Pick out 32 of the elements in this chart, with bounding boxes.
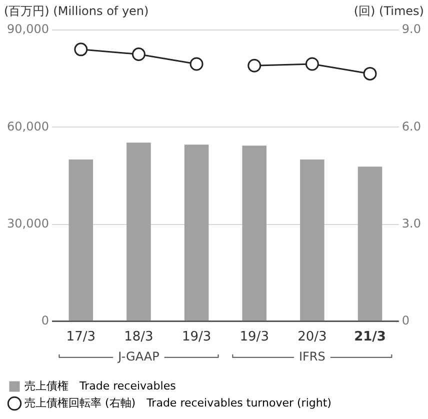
bar <box>126 142 151 321</box>
x-tick-label: 20/3 <box>298 330 327 345</box>
y2-tick-label: 9.0 <box>402 22 422 36</box>
y-tick-label: 0 <box>41 314 49 328</box>
text: J-GAAP <box>117 350 160 364</box>
x-tick-label: 18/3 <box>124 330 154 345</box>
bar <box>184 144 209 321</box>
y2-tick-label: 6.0 <box>402 119 422 134</box>
y-axis-title: (百万円) (Millions of yen) <box>4 4 149 18</box>
bar <box>300 160 324 321</box>
bar <box>68 160 94 321</box>
bar <box>242 146 267 321</box>
point <box>74 42 88 56</box>
point <box>363 66 377 80</box>
x-tick-label: 19/3 <box>240 330 269 345</box>
point <box>248 58 262 72</box>
x-tick-label: 21/3 <box>354 330 386 345</box>
x-tick-label: 19/3 <box>182 330 212 345</box>
point <box>305 57 319 71</box>
legend-label: 売上債権回転率 (右軸) Trade receivables turnover (right) <box>24 396 332 410</box>
legend-label: 売上債権 Trade receivables <box>24 379 176 392</box>
point <box>190 57 204 71</box>
bar <box>358 166 382 321</box>
y-tick-label: 60,000 <box>6 119 49 134</box>
y-tick-label: 30,000 <box>6 216 49 230</box>
y2-tick-label: 0 <box>402 314 410 328</box>
y-tick-label: 90,000 <box>6 22 49 36</box>
x-tick-label: 17/3 <box>66 330 96 345</box>
y2-axis-title: (回) (Times) <box>354 4 424 18</box>
point <box>132 48 146 62</box>
y2-tick-label: 3.0 <box>402 216 422 230</box>
text: IFRS <box>298 350 326 364</box>
